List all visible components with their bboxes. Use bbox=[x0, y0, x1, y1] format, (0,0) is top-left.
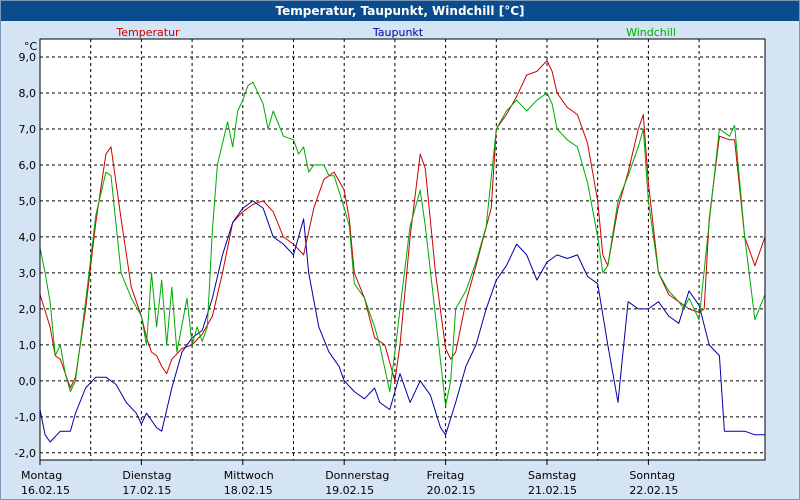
legend-label-dewpoint: Taupunkt bbox=[372, 26, 424, 39]
series-line-temperature bbox=[39, 60, 766, 389]
x-tick-date: 16.02.15 bbox=[21, 484, 70, 497]
y-tick-label: 1,0 bbox=[19, 339, 37, 352]
plot-frame bbox=[39, 38, 766, 461]
y-tick-label: 0,0 bbox=[19, 375, 37, 388]
y-axis-label: °C bbox=[24, 40, 38, 53]
series-layer bbox=[39, 60, 766, 443]
y-tick-label: 8,0 bbox=[19, 87, 37, 100]
x-tick-date: 22.02.15 bbox=[629, 484, 678, 497]
series-line-dewpoint bbox=[39, 200, 765, 443]
x-tick-date: 17.02.15 bbox=[122, 484, 171, 497]
x-tick-day: Mittwoch bbox=[224, 469, 274, 482]
x-tick-day: Dienstag bbox=[122, 469, 171, 482]
x-tick-day: Sonntag bbox=[629, 469, 675, 482]
x-tick-day: Freitag bbox=[427, 469, 465, 482]
x-tick-date: 20.02.15 bbox=[427, 484, 476, 497]
x-tick-date: 21.02.15 bbox=[528, 484, 577, 497]
y-tick-label: 7,0 bbox=[19, 123, 37, 136]
y-tick-label: 9,0 bbox=[19, 51, 37, 64]
x-tick-day: Samstag bbox=[528, 469, 576, 482]
x-tick-day: Montag bbox=[21, 469, 62, 482]
y-tick-label: 6,0 bbox=[19, 159, 37, 172]
y-tick-label: 4,0 bbox=[19, 231, 37, 244]
window-title: Temperatur, Taupunkt, Windchill [°C] bbox=[1, 1, 799, 21]
plot-area bbox=[40, 39, 765, 460]
x-tick-day: Donnerstag bbox=[325, 469, 389, 482]
x-tick-date: 19.02.15 bbox=[325, 484, 374, 497]
legend-label-temperature: Temperatur bbox=[115, 26, 180, 39]
axes: -2,0 -1,0 0,0 1,0 2,0 3,0 4,0 5,0 6,0 7,0 8,0 9,0 Mo… bbox=[15, 38, 766, 497]
legend: Temperatur Taupunkt Windchill bbox=[115, 26, 676, 39]
y-tick-label: -1,0 bbox=[15, 411, 36, 424]
legend-label-windchill: Windchill bbox=[626, 26, 676, 39]
x-tick-date: 18.02.15 bbox=[224, 484, 273, 497]
y-tick-label: 2,0 bbox=[19, 303, 37, 316]
y-tick-label: 5,0 bbox=[19, 195, 37, 208]
series-line-windchill bbox=[39, 81, 766, 407]
y-tick-label: 3,0 bbox=[19, 267, 37, 280]
y-tick-label: -2,0 bbox=[15, 447, 36, 460]
